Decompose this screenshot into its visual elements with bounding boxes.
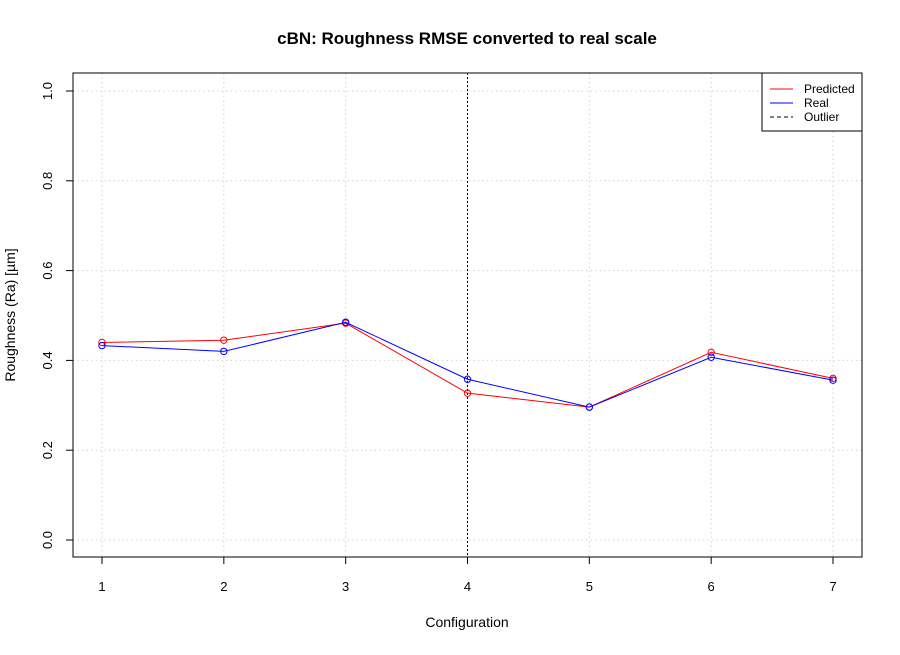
y-tick-label: 0.6	[40, 262, 55, 280]
y-tick-label: 1.0	[40, 82, 55, 100]
legend-label-outlier: Outlier	[804, 110, 839, 124]
data-point-real	[463, 375, 472, 383]
chart-title: cBN: Roughness RMSE converted to real sc…	[277, 29, 657, 48]
legend-box	[761, 72, 863, 132]
y-tick-label: 0.8	[40, 172, 55, 190]
y-tick-label: 0.0	[40, 531, 55, 549]
x-tick-label: 1	[98, 579, 105, 594]
legend-label-predicted: Predicted	[804, 82, 855, 96]
series-line-real	[101, 321, 834, 408]
x-tick-label: 2	[220, 579, 227, 594]
data-point-predicted	[707, 348, 715, 357]
x-tick-label: 6	[708, 579, 715, 594]
x-axis: 1 2 3 4 5 6 7	[98, 556, 837, 594]
data-point-real	[341, 318, 350, 326]
x-tick-label: 4	[464, 579, 471, 594]
data-point-real	[707, 353, 715, 361]
data-point-real	[585, 403, 594, 411]
x-tick-label: 7	[829, 579, 836, 594]
x-tick-label: 5	[586, 579, 593, 594]
y-tick-label: 0.4	[40, 351, 55, 369]
data-point-real	[98, 341, 106, 350]
legend-label-real: Real	[804, 96, 829, 110]
series-line-predicted	[101, 322, 834, 408]
y-axis: 0.0 0.2 0.4 0.6 0.8 1.0	[40, 82, 74, 549]
x-tick-label: 3	[342, 579, 349, 594]
x-axis-label: Configuration	[425, 614, 508, 630]
data-point-real	[829, 376, 837, 384]
data-point-real	[220, 347, 228, 356]
data-point-predicted	[220, 336, 228, 344]
series-layer	[98, 318, 837, 411]
y-axis-label: Roughness (Ra) [µm]	[2, 248, 18, 381]
data-point-predicted	[98, 338, 106, 347]
y-tick-label: 0.2	[40, 441, 55, 459]
data-point-predicted	[463, 389, 472, 397]
